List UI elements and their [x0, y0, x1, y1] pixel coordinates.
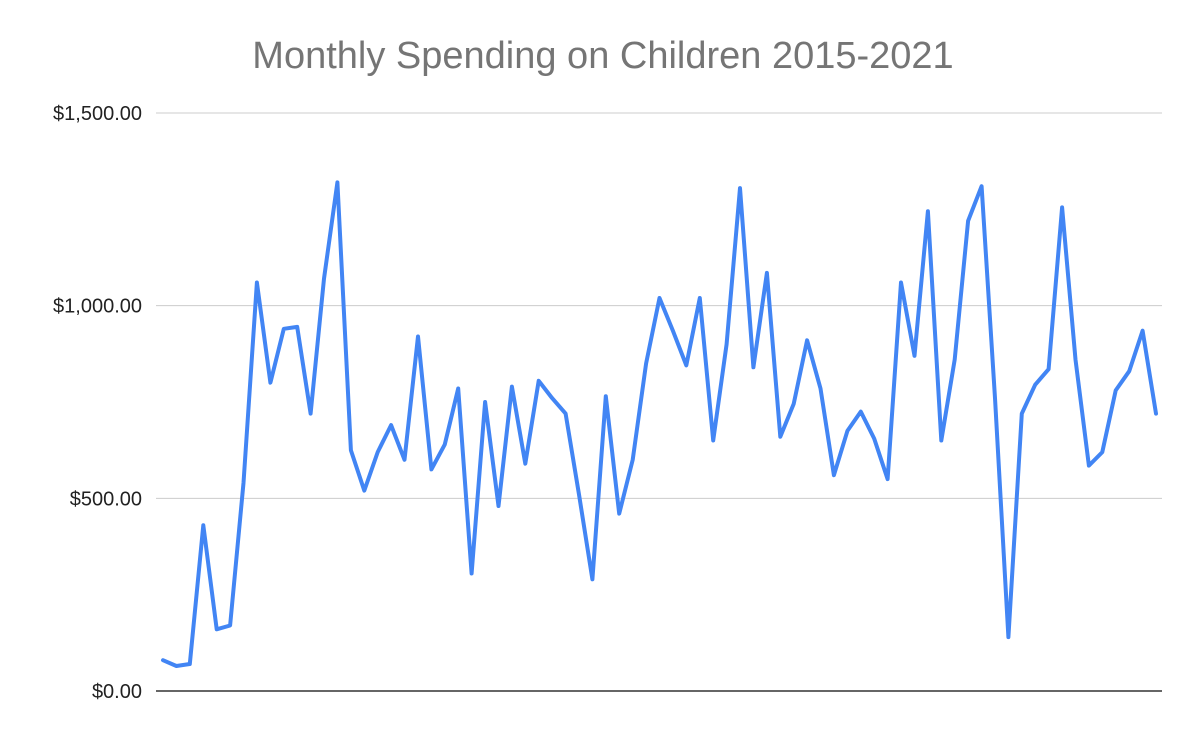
data-point [698, 296, 702, 300]
data-point [1114, 388, 1118, 392]
data-point [349, 448, 353, 452]
data-point [483, 400, 487, 404]
data-point [174, 664, 178, 668]
data-point [201, 523, 205, 527]
series-layer [161, 180, 1158, 668]
data-point [403, 458, 407, 462]
data-point [993, 396, 997, 400]
data-point [684, 363, 688, 367]
data-point [1006, 635, 1010, 639]
data-point [913, 354, 917, 358]
data-point [832, 473, 836, 477]
data-point [1020, 412, 1024, 416]
data-point [161, 658, 165, 662]
data-point [456, 387, 460, 391]
data-point [738, 186, 742, 190]
data-point [819, 387, 823, 391]
data-point [980, 184, 984, 188]
data-point [416, 335, 420, 339]
data-point [510, 385, 514, 389]
data-point [1060, 205, 1064, 209]
y-tick-label: $1,500.00 [53, 103, 142, 125]
y-axis-tick-labels: $0.00 $500.00 $1,000.00 $1,500.00 [53, 103, 142, 703]
data-point [1100, 450, 1104, 454]
data-point [617, 512, 621, 516]
data-point [362, 489, 366, 493]
data-point [1033, 383, 1037, 387]
y-tick-label: $500.00 [70, 488, 142, 510]
data-point [631, 458, 635, 462]
data-point [322, 277, 326, 281]
data-point [309, 412, 313, 416]
data-point [778, 435, 782, 439]
data-point [805, 338, 809, 342]
y-tick-label: $0.00 [92, 681, 142, 703]
data-point [268, 381, 272, 385]
data-point [376, 450, 380, 454]
data-point [671, 329, 675, 333]
data-point [228, 624, 232, 628]
series-line [161, 180, 1158, 668]
data-point [1127, 369, 1131, 373]
data-point [1141, 329, 1145, 333]
data-point [658, 296, 662, 300]
data-point [953, 358, 957, 362]
data-point [389, 423, 393, 427]
data-point [939, 439, 943, 443]
data-point [215, 627, 219, 631]
data-point [1074, 358, 1078, 362]
data-point [443, 442, 447, 446]
data-point [926, 209, 930, 213]
data-point [255, 281, 259, 285]
data-point [470, 572, 474, 576]
data-point [886, 477, 890, 481]
data-point [604, 394, 608, 398]
data-point [1154, 412, 1158, 416]
data-point [644, 362, 648, 366]
data-point [497, 504, 501, 508]
data-point [765, 271, 769, 275]
data-point [1087, 464, 1091, 468]
data-point [335, 180, 339, 184]
data-point [550, 396, 554, 400]
data-point [564, 412, 568, 416]
data-point [966, 219, 970, 223]
data-point [1047, 367, 1051, 371]
data-point [872, 437, 876, 441]
data-point [711, 439, 715, 443]
data-point [188, 662, 192, 666]
data-point [577, 493, 581, 497]
data-point [242, 481, 246, 485]
data-point [859, 410, 863, 414]
data-point [295, 325, 299, 329]
data-point [751, 365, 755, 369]
data-point [725, 342, 729, 346]
data-point [429, 467, 433, 471]
data-point [792, 402, 796, 406]
data-point [845, 429, 849, 433]
data-point [282, 327, 286, 331]
data-point [590, 577, 594, 581]
data-point [537, 379, 541, 383]
data-point [899, 281, 903, 285]
data-point [523, 462, 527, 466]
y-tick-label: $1,000.00 [53, 296, 142, 318]
chart-title: Monthly Spending on Children 2015-2021 [252, 35, 953, 77]
